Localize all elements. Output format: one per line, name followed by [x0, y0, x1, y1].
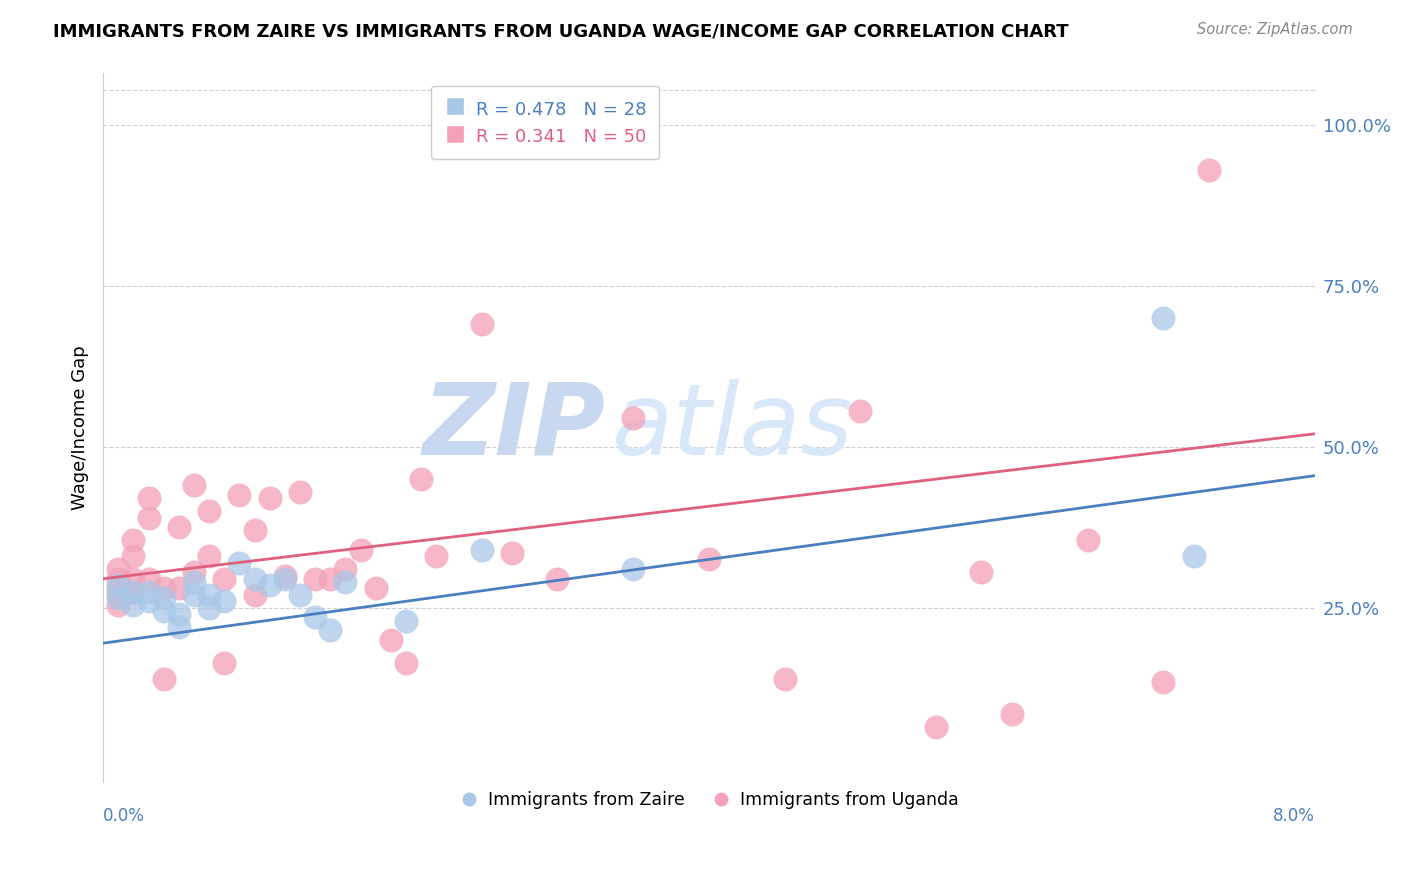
- Legend: Immigrants from Zaire, Immigrants from Uganda: Immigrants from Zaire, Immigrants from U…: [451, 784, 966, 815]
- Point: [395, 614, 418, 628]
- Point: [1076, 533, 1098, 547]
- Point: [107, 588, 129, 602]
- Point: [335, 574, 357, 589]
- Point: [138, 572, 160, 586]
- Point: [214, 656, 236, 670]
- Point: [138, 594, 160, 608]
- Point: [288, 484, 311, 499]
- Point: [349, 542, 371, 557]
- Point: [925, 720, 948, 734]
- Point: [183, 574, 205, 589]
- Text: 0.0%: 0.0%: [103, 806, 145, 825]
- Point: [1152, 310, 1174, 325]
- Point: [849, 404, 872, 418]
- Point: [183, 588, 205, 602]
- Point: [471, 542, 494, 557]
- Point: [335, 562, 357, 576]
- Point: [138, 510, 160, 524]
- Point: [621, 410, 644, 425]
- Text: 8.0%: 8.0%: [1272, 806, 1315, 825]
- Point: [697, 552, 720, 566]
- Text: atlas: atlas: [612, 379, 853, 475]
- Point: [364, 582, 387, 596]
- Point: [773, 672, 796, 686]
- Point: [107, 598, 129, 612]
- Point: [274, 572, 297, 586]
- Point: [122, 572, 145, 586]
- Point: [122, 584, 145, 599]
- Point: [122, 533, 145, 547]
- Point: [1001, 707, 1024, 722]
- Point: [304, 610, 326, 624]
- Point: [152, 604, 174, 618]
- Text: IMMIGRANTS FROM ZAIRE VS IMMIGRANTS FROM UGANDA WAGE/INCOME GAP CORRELATION CHAR: IMMIGRANTS FROM ZAIRE VS IMMIGRANTS FROM…: [53, 22, 1069, 40]
- Point: [183, 478, 205, 492]
- Point: [243, 524, 266, 538]
- Point: [122, 549, 145, 564]
- Point: [621, 562, 644, 576]
- Point: [1152, 674, 1174, 689]
- Point: [228, 556, 250, 570]
- Point: [259, 491, 281, 506]
- Point: [107, 578, 129, 592]
- Point: [107, 562, 129, 576]
- Point: [546, 572, 568, 586]
- Point: [259, 578, 281, 592]
- Point: [107, 582, 129, 596]
- Point: [138, 584, 160, 599]
- Point: [288, 588, 311, 602]
- Text: Source: ZipAtlas.com: Source: ZipAtlas.com: [1197, 22, 1353, 37]
- Point: [152, 591, 174, 605]
- Text: ZIP: ZIP: [423, 379, 606, 475]
- Point: [228, 488, 250, 502]
- Point: [198, 504, 221, 518]
- Point: [970, 566, 993, 580]
- Point: [1182, 549, 1205, 564]
- Point: [138, 491, 160, 506]
- Point: [319, 572, 342, 586]
- Point: [122, 598, 145, 612]
- Point: [501, 546, 523, 560]
- Point: [274, 568, 297, 582]
- Point: [214, 594, 236, 608]
- Point: [198, 600, 221, 615]
- Point: [243, 588, 266, 602]
- Y-axis label: Wage/Income Gap: Wage/Income Gap: [72, 345, 89, 509]
- Point: [425, 549, 447, 564]
- Point: [471, 318, 494, 332]
- Point: [107, 572, 129, 586]
- Point: [183, 566, 205, 580]
- Point: [198, 588, 221, 602]
- Point: [167, 620, 190, 634]
- Point: [167, 607, 190, 622]
- Point: [380, 632, 402, 647]
- Point: [152, 672, 174, 686]
- Point: [395, 656, 418, 670]
- Point: [107, 591, 129, 605]
- Point: [319, 624, 342, 638]
- Point: [411, 472, 433, 486]
- Point: [1198, 162, 1220, 177]
- Point: [167, 582, 190, 596]
- Point: [152, 582, 174, 596]
- Point: [198, 549, 221, 564]
- Point: [304, 572, 326, 586]
- Point: [167, 520, 190, 534]
- Point: [243, 572, 266, 586]
- Point: [122, 584, 145, 599]
- Point: [214, 572, 236, 586]
